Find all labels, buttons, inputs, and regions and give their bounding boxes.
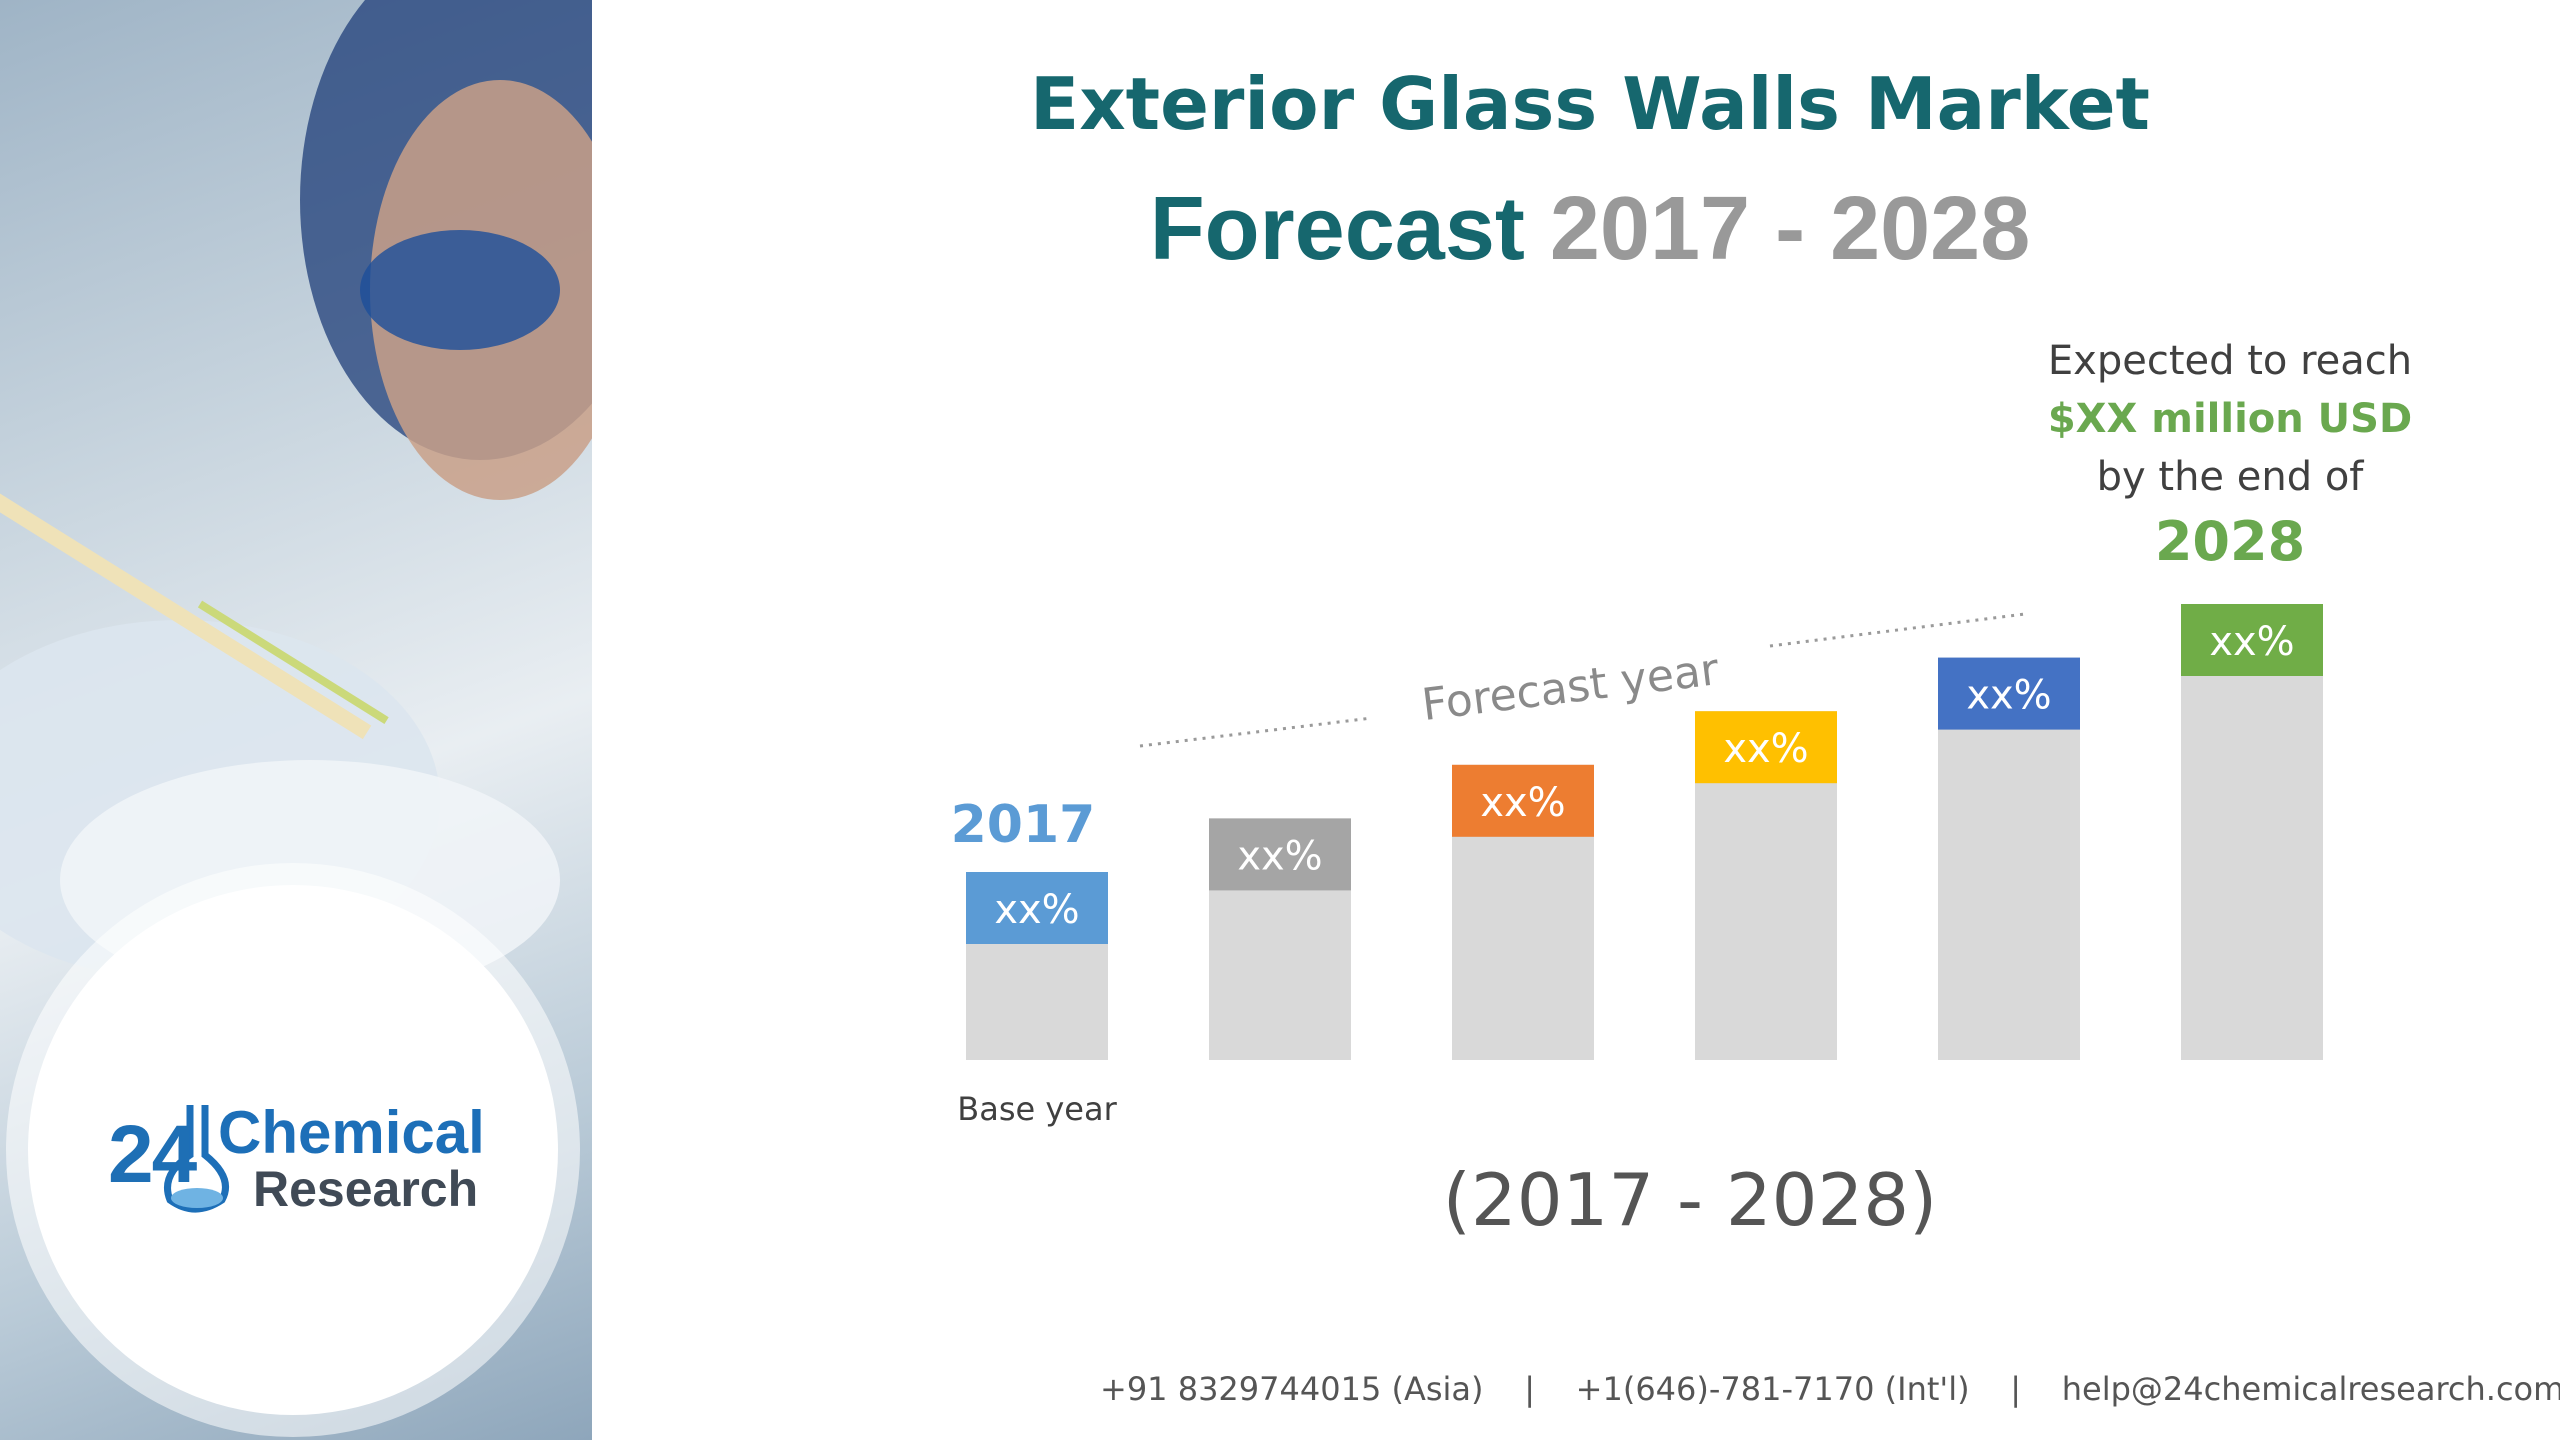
subtitle-years: 2017 - 2028	[1549, 179, 2031, 279]
logo-badge	[28, 885, 558, 1415]
forecast-trend-line	[1139, 716, 1373, 748]
flask-icon	[164, 1105, 229, 1213]
logo-research: Research	[253, 1161, 479, 1217]
contact-footer: +91 8329744015 (Asia) | +1(646)-781-7170…	[1100, 1370, 2560, 1408]
page-subtitle: Forecast 2017 - 2028	[1020, 178, 2160, 281]
start-year-label: 2017	[951, 795, 1096, 855]
logo-chemical: Chemical	[218, 1099, 485, 1166]
footer-separator: |	[2010, 1370, 2022, 1408]
forecast-callout: Expected to reach $XX million USD by the…	[2000, 332, 2460, 573]
bar-cap	[2181, 604, 2323, 676]
bar-label: xx%	[994, 887, 1079, 933]
callout-year: 2028	[2154, 510, 2306, 573]
phone-asia: +91 8329744015 (Asia)	[1100, 1370, 1484, 1408]
bar-label: xx%	[1723, 726, 1808, 772]
email-link[interactable]: help@24chemicalresearch.com	[2061, 1370, 2560, 1408]
callout-amount: $XX million USD	[2047, 396, 2413, 442]
bar-cap	[1695, 711, 1837, 784]
forecast-year-label: Forecast year	[1419, 644, 1722, 731]
logo-number: 24	[108, 1109, 197, 1200]
subtitle-word: Forecast	[1149, 179, 1525, 279]
bar-label: xx%	[2209, 619, 2294, 665]
bar-label: xx%	[1966, 673, 2051, 719]
bar-cap	[966, 872, 1108, 944]
callout-line-3: by the end of	[2096, 454, 2364, 500]
page-title: Exterior Glass Walls Market	[1030, 62, 2150, 146]
base-year-label: Base year	[957, 1090, 1117, 1128]
bar-cap	[1209, 818, 1351, 891]
period-label: (2017 - 2028)	[1442, 1158, 1938, 1242]
phone-intl: +1(646)-781-7170 (Int'l)	[1575, 1370, 1970, 1408]
bar-cap	[1452, 764, 1594, 837]
callout-line-1: Expected to reach	[2047, 338, 2413, 384]
bar-label: xx%	[1237, 833, 1322, 879]
bar	[2181, 604, 2323, 1060]
footer-separator: |	[1524, 1370, 1535, 1408]
bar-cap	[1938, 657, 2080, 730]
forecast-trend-line	[1769, 612, 2026, 648]
bar-label: xx%	[1480, 780, 1565, 826]
